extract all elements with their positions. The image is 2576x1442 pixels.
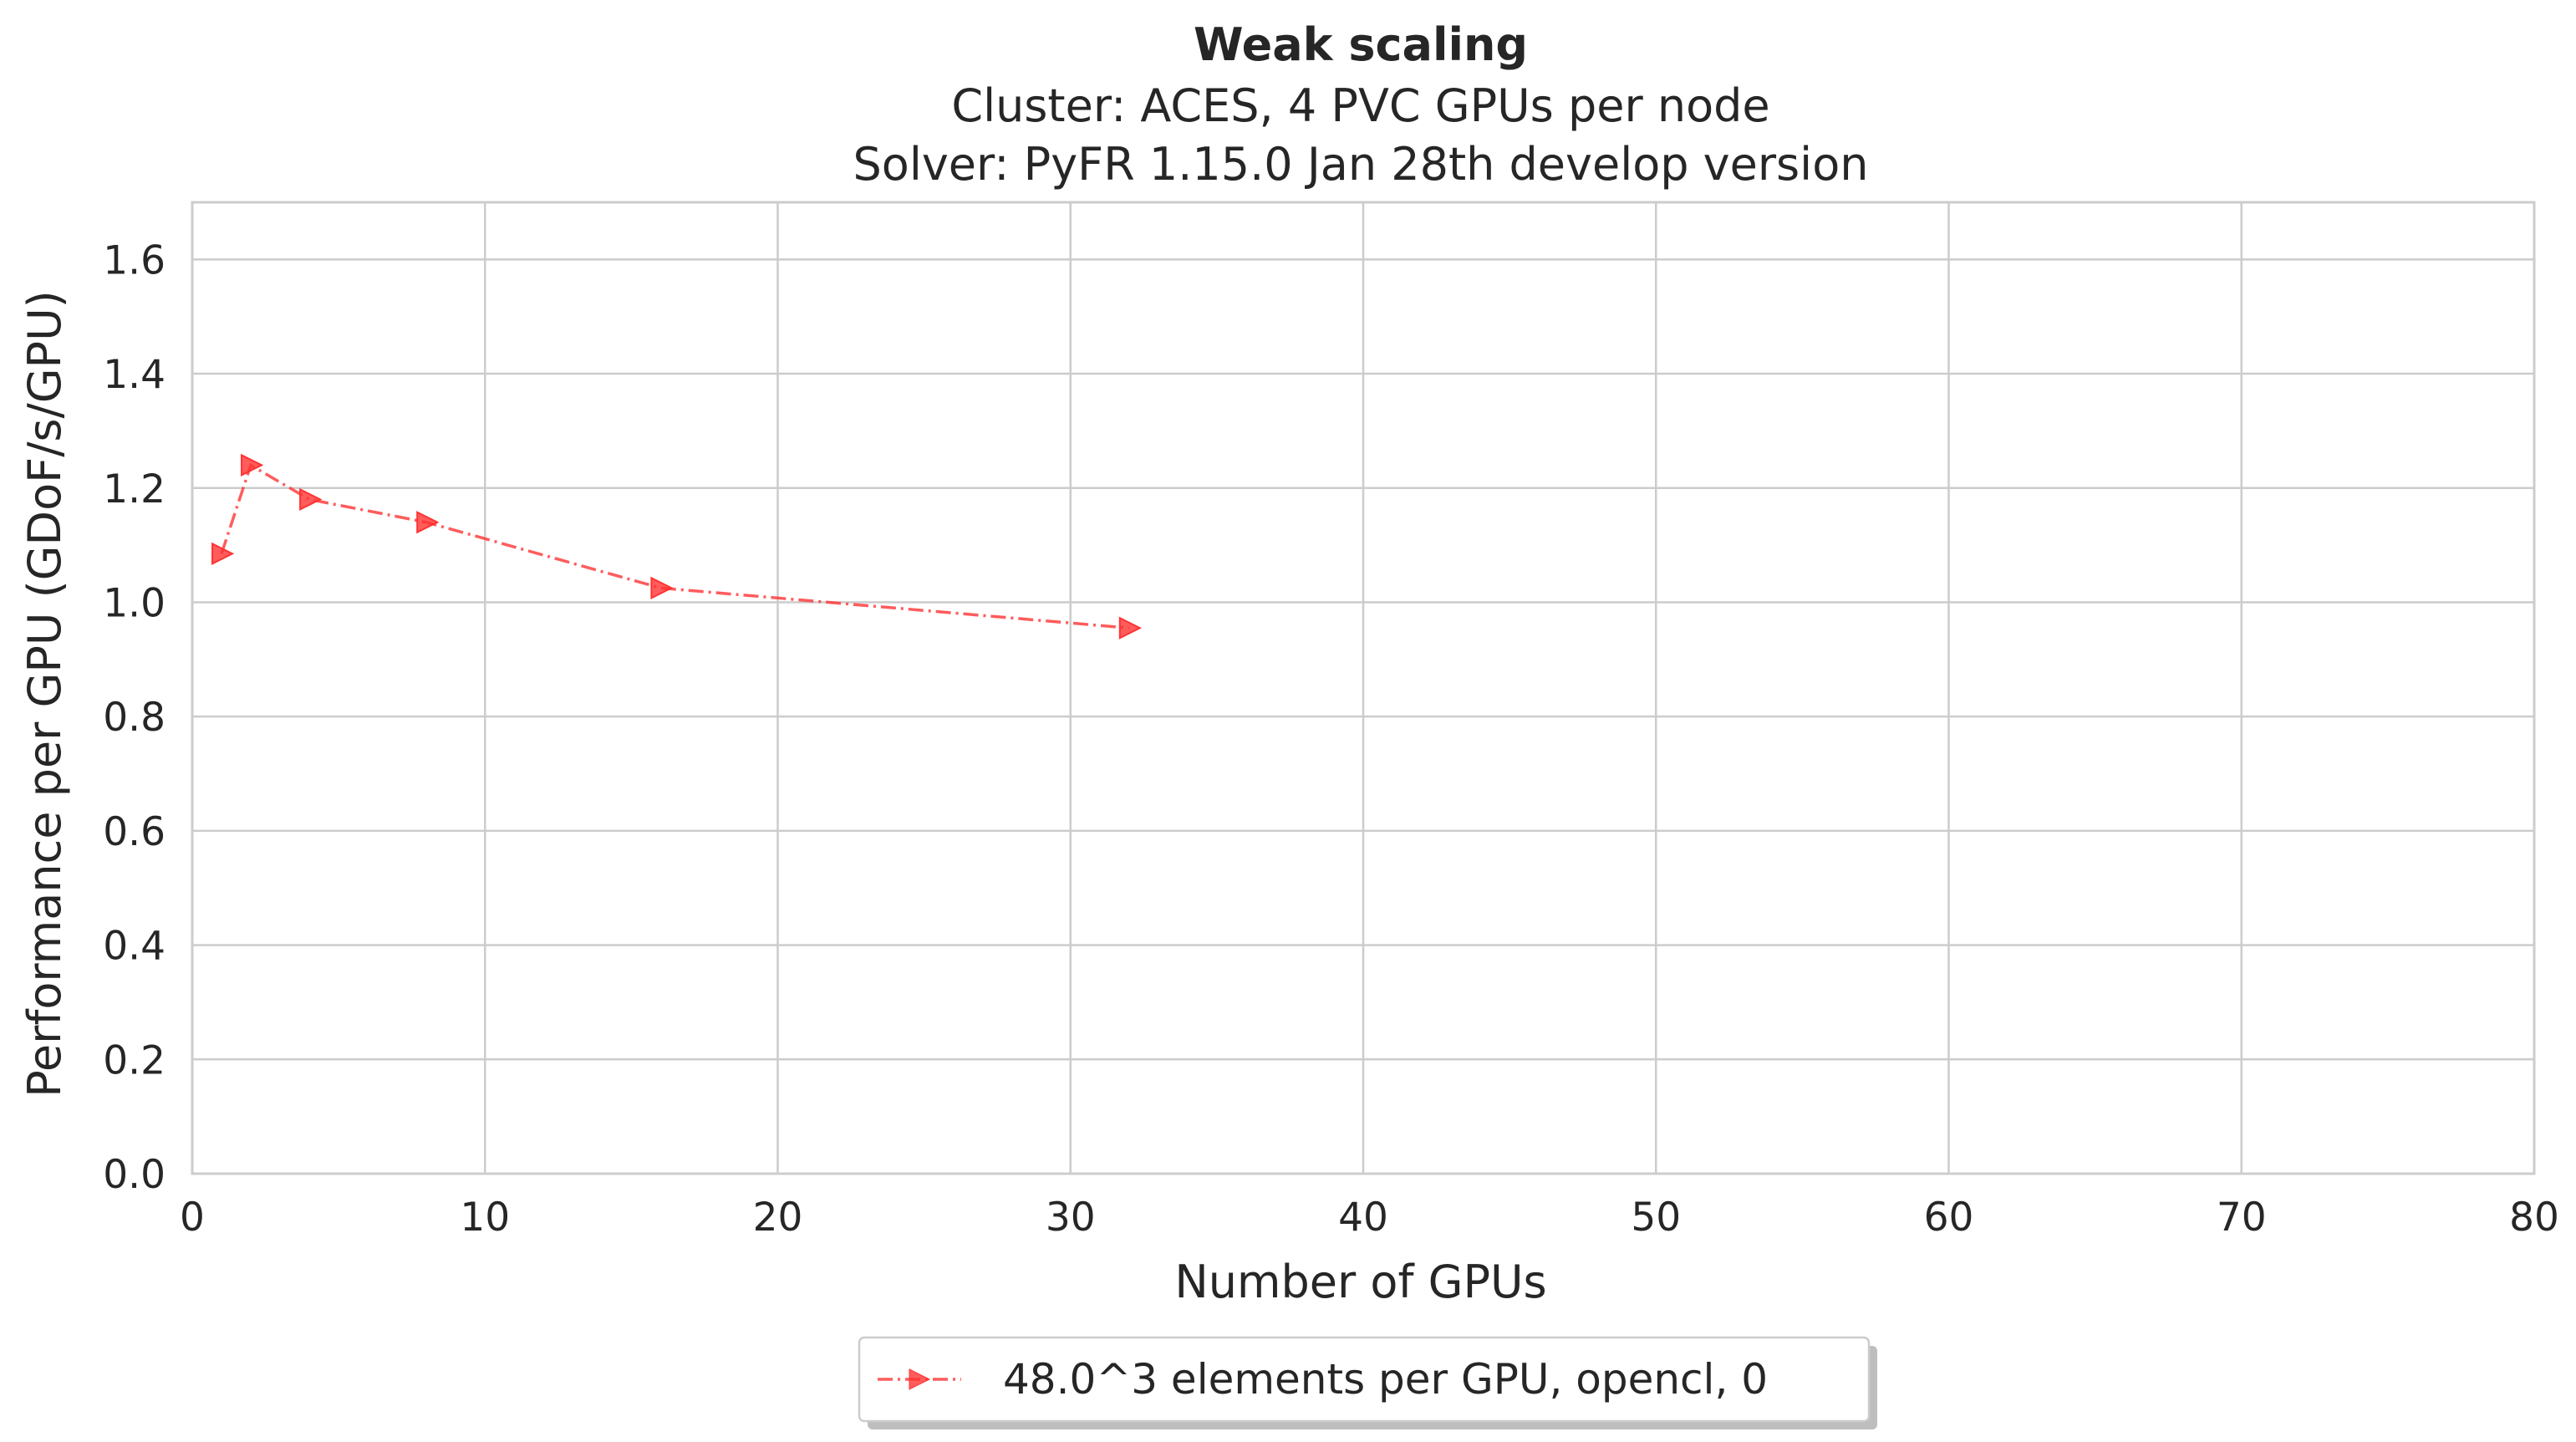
chart-subtitle-solver: Solver: PyFR 1.15.0 Jan 28th develop ver… (853, 138, 1869, 191)
x-tick-labels: 0 10 20 30 40 50 60 70 80 (180, 1195, 2559, 1241)
x-tick-label: 20 (753, 1195, 803, 1241)
chart-subtitle-cluster: Cluster: ACES, 4 PVC GPUs per node (951, 79, 1769, 132)
y-tick-label: 0.2 (103, 1037, 165, 1083)
data-point-marker (241, 453, 264, 477)
x-tick-label: 30 (1046, 1195, 1096, 1241)
y-tick-label: 1.6 (103, 237, 165, 283)
y-tick-label: 0.8 (103, 695, 165, 741)
legend-box (858, 1336, 1871, 1423)
series (211, 453, 1143, 639)
chart-title: Weak scaling (1194, 18, 1528, 71)
x-tick-label: 0 (180, 1195, 205, 1241)
legend: 48.0^3 elements per GPU, opencl, 0 (858, 1336, 1877, 1429)
x-tick-label: 70 (2217, 1195, 2267, 1241)
legend-marker-sample (909, 1368, 931, 1390)
x-tick-label: 40 (1338, 1195, 1388, 1241)
x-tick-label: 10 (460, 1195, 510, 1241)
y-tick-label: 1.4 (103, 352, 165, 398)
data-point-marker (211, 542, 235, 565)
y-tick-labels: 0.0 0.2 0.4 0.6 0.8 1.0 1.2 1.4 1.6 (103, 237, 165, 1198)
data-point-marker (416, 511, 440, 534)
y-axis-label: Performance per GPU (GDoF/s/GPU) (18, 290, 71, 1097)
data-point-marker (299, 487, 323, 512)
y-tick-label: 0.4 (103, 924, 165, 970)
x-tick-label: 60 (1924, 1195, 1974, 1241)
x-axis-label: Number of GPUs (1174, 1256, 1546, 1308)
data-point-marker (1118, 616, 1143, 639)
grid (191, 202, 2536, 1175)
data-point-marker (650, 576, 674, 600)
plot-frame (191, 201, 2536, 1175)
x-tick-label: 50 (1631, 1195, 1681, 1241)
x-tick-label: 80 (2509, 1195, 2559, 1241)
y-tick-label: 1.2 (103, 466, 165, 512)
y-tick-label: 1.0 (103, 580, 165, 626)
series-line (220, 462, 1129, 629)
legend-entry-label: 48.0^3 elements per GPU, opencl, 0 (1003, 1355, 1768, 1404)
y-tick-label: 0.6 (103, 809, 165, 855)
y-tick-label: 0.0 (103, 1152, 165, 1198)
